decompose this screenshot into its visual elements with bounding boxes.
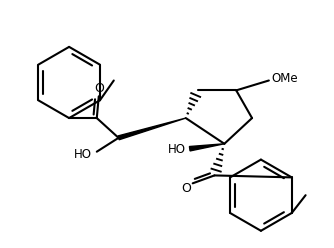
Text: OMe: OMe: [271, 72, 298, 85]
Polygon shape: [118, 118, 186, 140]
Polygon shape: [189, 144, 224, 151]
Text: HO: HO: [74, 148, 92, 161]
Text: O: O: [94, 82, 104, 95]
Text: O: O: [181, 182, 191, 195]
Text: HO: HO: [168, 143, 186, 156]
